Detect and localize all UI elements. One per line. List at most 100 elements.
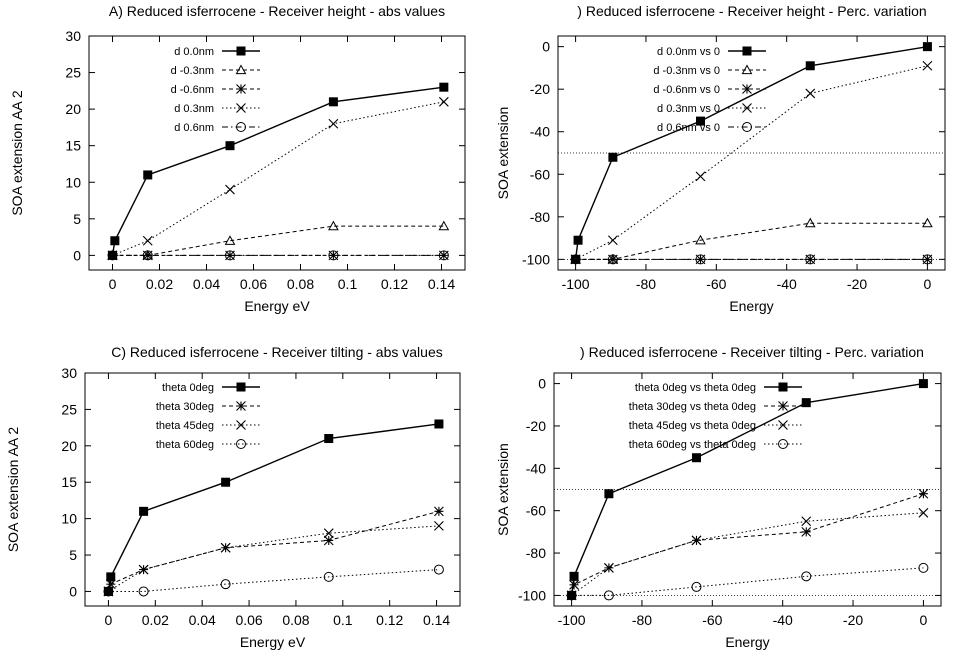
x-tick-label: 0.02	[142, 612, 169, 628]
data-point	[569, 579, 579, 590]
legend-label: d 0.6nm vs 0	[657, 122, 720, 134]
legend-marker	[236, 439, 246, 449]
data-point	[695, 234, 706, 245]
x-tick-label: 0	[109, 276, 117, 292]
chart-title: ) Reduced isferrocene - Receiver height …	[577, 3, 926, 19]
data-point	[220, 542, 231, 553]
data-point	[922, 254, 933, 265]
legend-label: theta 30deg vs theta 0deg	[629, 401, 756, 413]
y-tick-label: -60	[526, 503, 546, 519]
x-tick-label: 0	[920, 612, 928, 628]
data-point	[138, 564, 149, 575]
legend-label: theta 60deg	[156, 439, 214, 451]
data-point	[142, 250, 153, 261]
x-tick-label: 0.04	[193, 276, 220, 292]
data-point	[922, 217, 933, 228]
legend-label: d -0.3nm vs 0	[653, 65, 720, 77]
data-point	[695, 254, 706, 265]
y-tick-label: -20	[526, 418, 546, 434]
legend-marker	[236, 46, 246, 56]
data-point	[691, 581, 702, 592]
data-point	[604, 489, 614, 499]
x-tick-label: 0.08	[282, 612, 309, 628]
data-point	[225, 250, 235, 261]
series-5	[107, 250, 449, 261]
legend-label: theta 45deg vs theta 0deg	[629, 420, 756, 432]
legend-label: d 0.3nm vs 0	[657, 103, 720, 115]
y-tick-label: 15	[61, 474, 77, 490]
series-2	[103, 506, 444, 597]
data-point	[570, 254, 581, 265]
data-point	[434, 419, 444, 429]
data-point	[805, 254, 816, 265]
series-line	[575, 65, 928, 260]
legend-marker	[778, 439, 788, 449]
data-point	[328, 97, 338, 107]
x-tick-label: -20	[847, 276, 867, 292]
legend-marker	[235, 64, 247, 75]
data-point	[566, 590, 577, 601]
y-tick-label: -100	[518, 587, 546, 603]
data-point	[603, 590, 614, 601]
chart-panel-3: C) Reduced isferrocene - Receiver tiltin…	[5, 344, 461, 650]
data-point	[918, 379, 928, 389]
legend-label: d 0.0nm vs 0	[657, 46, 720, 58]
x-axis-label: Energy	[729, 298, 773, 314]
x-tick-label: -40	[777, 276, 797, 292]
series-2	[107, 220, 450, 260]
y-tick-label: 5	[73, 211, 81, 227]
chart-panel-2: ) Reduced isferrocene - Receiver height …	[495, 3, 946, 314]
y-tick-label: 5	[69, 547, 77, 563]
y-tick-label: 15	[65, 138, 81, 154]
legend-marker	[741, 64, 753, 75]
legend-label: theta 30deg	[156, 401, 214, 413]
x-tick-label: 0.12	[381, 276, 408, 292]
y-tick-label: 10	[61, 511, 77, 527]
x-axis-label: Energy eV	[244, 298, 310, 314]
legend-marker	[236, 103, 246, 113]
y-tick-label: -40	[526, 460, 546, 476]
series-2	[566, 488, 929, 601]
data-point	[801, 516, 812, 527]
x-tick-label: 0.06	[235, 612, 262, 628]
chart-panel-4: ) Reduced isferrocene - Receiver tilting…	[495, 344, 942, 650]
y-tick-label: -20	[530, 81, 550, 97]
data-point	[922, 42, 932, 52]
legend-label: theta 0deg	[162, 382, 214, 394]
series-4	[103, 564, 444, 597]
data-point	[142, 235, 153, 246]
legend-label: theta 60deg vs theta 0deg	[629, 439, 756, 451]
series-line	[574, 45, 928, 260]
x-tick-label: 0	[924, 276, 932, 292]
x-tick-label: -60	[702, 612, 722, 628]
legend-marker	[236, 382, 246, 392]
series-line	[570, 382, 924, 596]
data-point	[607, 254, 618, 265]
legend-label: d -0.3nm	[171, 65, 214, 77]
y-tick-label: 20	[61, 438, 77, 454]
y-tick-label: 25	[61, 401, 77, 417]
y-axis-label: SOA extension	[495, 443, 511, 536]
data-point	[106, 572, 116, 582]
series-4	[566, 562, 929, 601]
legend-label: d 0.6nm	[174, 122, 214, 134]
legend-marker	[778, 420, 788, 430]
data-point	[922, 60, 933, 71]
x-tick-label: -20	[843, 612, 863, 628]
data-point	[142, 250, 153, 261]
chart-title: A) Reduced isferrocene - Receiver height…	[109, 3, 445, 19]
x-tick-label: 0.14	[428, 276, 455, 292]
data-point	[434, 521, 444, 531]
series-4	[570, 60, 933, 265]
y-tick-label: 25	[65, 65, 81, 81]
series-3	[566, 507, 929, 601]
data-point	[110, 236, 120, 246]
y-axis-label: SOA extension	[495, 107, 511, 200]
x-axis-label: Energy eV	[240, 634, 306, 650]
data-point	[438, 250, 449, 261]
data-point	[801, 526, 812, 537]
data-point	[603, 562, 614, 573]
plot-frame	[88, 35, 466, 271]
data-point	[324, 434, 334, 444]
